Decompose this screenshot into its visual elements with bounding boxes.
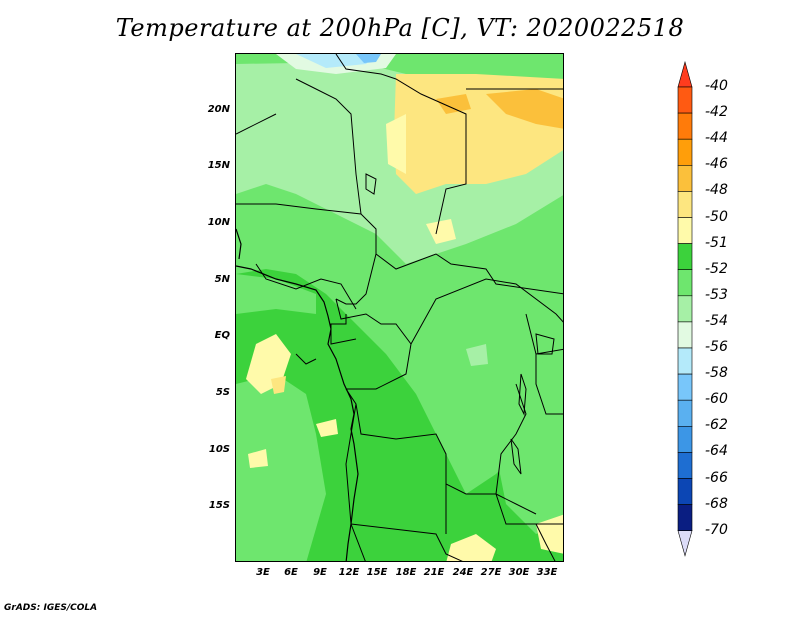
temperature-map	[236, 54, 563, 561]
lat-label-15n: 15N	[207, 160, 230, 171]
colorbar-label: -50	[705, 208, 728, 225]
colorbar-label: -70	[705, 521, 728, 538]
field-orange	[486, 89, 563, 129]
lat-label-5s: 5S	[215, 387, 230, 398]
colorbar-label: -44	[705, 130, 728, 147]
colorbar-label: -56	[705, 339, 728, 355]
colorbar-label: -60	[705, 391, 728, 408]
colorbar-box	[677, 138, 693, 166]
colorbar-box	[677, 243, 693, 271]
lon-label-3e: 3E	[256, 567, 270, 578]
colorbar-box	[677, 165, 693, 192]
field-pale-blue	[296, 54, 376, 68]
lakes	[365, 173, 555, 475]
colorbar-label: -53	[705, 286, 728, 303]
colorbar-arrow-bottom	[677, 530, 693, 557]
colorbar-box	[677, 269, 693, 297]
colorbar-box	[677, 504, 693, 532]
lat-label-20n: 20N	[207, 104, 230, 115]
map-title: Temperature at 200hPa [C], VT: 202002251…	[115, 14, 685, 42]
lon-label-9e: 9E	[313, 567, 327, 578]
colorbar-box	[677, 399, 693, 427]
colorbar-label: -58	[705, 365, 728, 382]
footer-credit: GrADS: IGES/COLA	[4, 603, 98, 613]
country-borders	[236, 54, 563, 561]
field-light-yellow	[386, 114, 406, 174]
lon-label-6e: 6E	[284, 567, 298, 578]
lat-label-15s: 15S	[208, 500, 230, 511]
colorbar-label: -52	[705, 260, 728, 277]
colorbar-box	[677, 295, 693, 323]
lon-label-30e: 30E	[508, 567, 530, 578]
lat-label-10n: 10N	[207, 217, 230, 228]
colorbar-box	[677, 217, 693, 244]
lon-label-15e: 15E	[366, 567, 388, 578]
colorbar-label: -48	[705, 182, 728, 199]
colorbar-label: -46	[705, 156, 728, 173]
lon-label-21e: 21E	[423, 567, 445, 578]
lon-label-24e: 24E	[452, 567, 474, 578]
colorbar-box	[677, 321, 693, 349]
colorbar-label: -64	[705, 443, 728, 460]
colorbar-arrow-top	[677, 61, 693, 88]
lon-label-18e: 18E	[395, 567, 417, 578]
colorbar-box	[677, 373, 693, 401]
colorbar-label: -68	[705, 495, 728, 512]
colorbar	[677, 61, 693, 557]
colorbar-label: -42	[705, 104, 728, 121]
coastline	[236, 228, 359, 561]
colorbar-box	[677, 452, 693, 479]
lat-label-eq: EQ	[214, 330, 230, 341]
colorbar-box	[677, 86, 693, 114]
lon-label-33e: 33E	[536, 567, 558, 578]
colorbar-label: -62	[705, 417, 728, 434]
lat-label-10s: 10S	[208, 444, 230, 455]
lon-label-12e: 12E	[338, 567, 360, 578]
colorbar-label: -51	[705, 234, 728, 251]
colorbar-label: -54	[705, 312, 728, 329]
colorbar-box	[677, 478, 693, 505]
colorbar-box	[677, 112, 693, 140]
lat-label-5n: 5N	[214, 274, 230, 285]
colorbar-box	[677, 191, 693, 218]
map-plot-area	[235, 53, 564, 562]
colorbar-box	[677, 425, 693, 453]
colorbar-box	[677, 347, 693, 375]
colorbar-label: -40	[705, 78, 728, 94]
colorbar-label: -66	[705, 469, 728, 486]
lon-label-27e: 27E	[480, 567, 502, 578]
